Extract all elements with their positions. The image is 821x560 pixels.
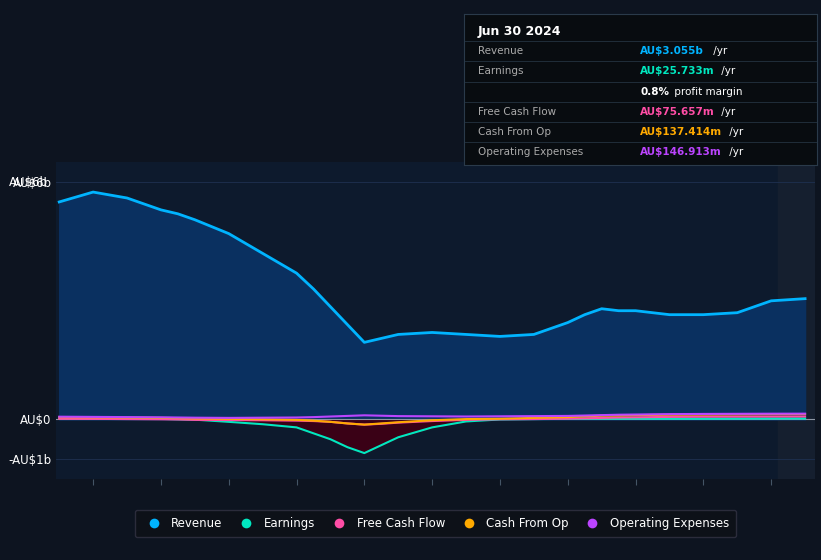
Text: /yr: /yr (718, 107, 736, 117)
Text: AU$75.657m: AU$75.657m (640, 107, 715, 117)
Text: AU$6b: AU$6b (9, 176, 48, 189)
Text: /yr: /yr (710, 46, 727, 57)
Text: 0.8%: 0.8% (640, 87, 669, 97)
Text: /yr: /yr (726, 127, 743, 137)
Legend: Revenue, Earnings, Free Cash Flow, Cash From Op, Operating Expenses: Revenue, Earnings, Free Cash Flow, Cash … (135, 510, 736, 537)
Text: Revenue: Revenue (478, 46, 523, 57)
Text: AU$137.414m: AU$137.414m (640, 127, 722, 137)
Text: /yr: /yr (718, 67, 736, 77)
Text: Cash From Op: Cash From Op (478, 127, 551, 137)
Text: Earnings: Earnings (478, 67, 524, 77)
Text: profit margin: profit margin (672, 87, 743, 97)
Text: Free Cash Flow: Free Cash Flow (478, 107, 556, 117)
Text: /yr: /yr (726, 147, 743, 157)
Text: AU$146.913m: AU$146.913m (640, 147, 722, 157)
Text: AU$3.055b: AU$3.055b (640, 46, 704, 57)
Text: Jun 30 2024: Jun 30 2024 (478, 25, 562, 38)
Text: AU$25.733m: AU$25.733m (640, 67, 715, 77)
Bar (778, 162, 819, 479)
Text: Operating Expenses: Operating Expenses (478, 147, 583, 157)
